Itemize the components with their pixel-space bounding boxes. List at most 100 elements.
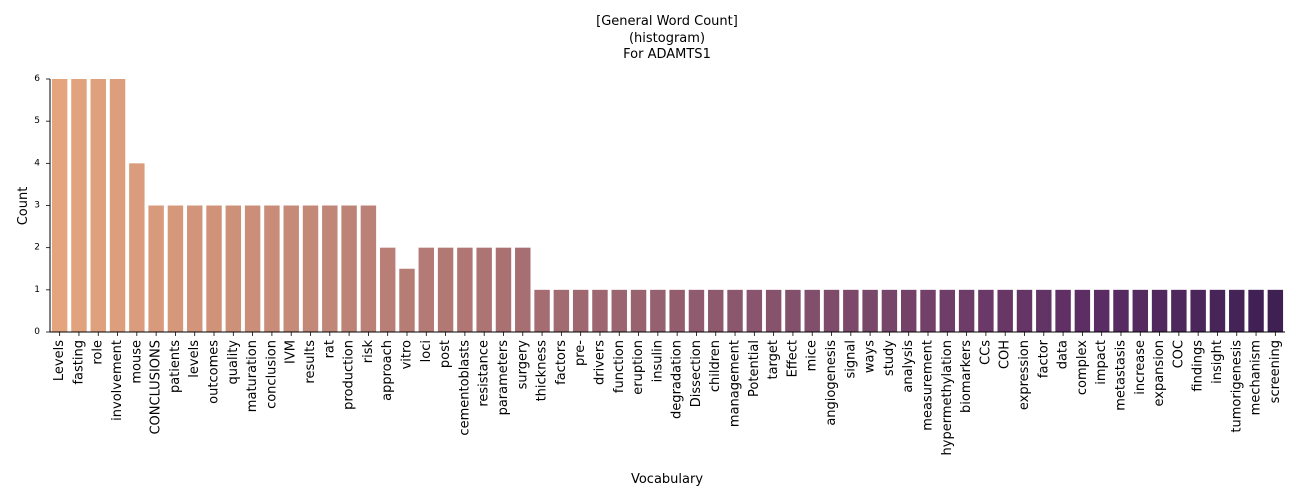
x-tick-label: COC — [1171, 340, 1186, 368]
x-tick-label: thickness — [535, 340, 550, 402]
bar-metastasis — [1113, 289, 1129, 332]
bar-analysis — [900, 289, 917, 332]
x-tick-label: measurement — [921, 340, 936, 431]
x-tick-label: findings — [1191, 340, 1206, 392]
bar-ivm — [283, 205, 299, 332]
bar-parameters — [495, 247, 512, 332]
bar-eruption — [630, 289, 647, 332]
bar-biomarkers — [958, 289, 975, 332]
bar-complex — [1074, 289, 1091, 332]
x-tick-label: cementoblasts — [457, 340, 472, 436]
x-tick-label: CCs — [978, 340, 993, 365]
x-tick-label: post — [438, 340, 453, 368]
x-tick-label: approach — [380, 340, 395, 401]
bar-levels — [51, 79, 68, 332]
bar-involvement — [109, 79, 126, 332]
y-tick-label: 2 — [34, 243, 40, 253]
x-tick-label: study — [882, 340, 897, 376]
bar-ccs — [978, 289, 994, 332]
x-tick-label: loci — [419, 340, 434, 362]
bar-expression — [1016, 289, 1033, 332]
bar-results — [302, 205, 319, 332]
bar-mechanism — [1248, 289, 1264, 332]
bar-increase — [1132, 289, 1148, 332]
x-tick-label: angiogenesis — [824, 340, 839, 426]
x-tick-label: biomarkers — [959, 340, 974, 413]
bar-children — [708, 289, 724, 332]
bar-study — [881, 289, 898, 332]
x-tick-label: drivers — [592, 340, 607, 385]
bar-post — [437, 247, 454, 332]
bar-data — [1055, 289, 1071, 332]
bar-risk — [360, 205, 377, 332]
x-tick-label: impact — [1094, 340, 1109, 385]
bar-role — [90, 79, 106, 332]
bar-potential — [746, 289, 763, 332]
bar-screening — [1267, 289, 1284, 332]
x-tick-label: Dissection — [689, 340, 704, 407]
x-tick-label: factor — [1036, 339, 1051, 378]
y-tick-label: 1 — [34, 285, 40, 295]
x-tick-label: surgery — [515, 340, 530, 390]
bar-insight — [1209, 289, 1226, 332]
x-tick-label: hypermethylation — [940, 340, 955, 455]
x-tick-label: outcomes — [207, 340, 222, 404]
x-tick-label: IVM — [284, 340, 299, 364]
x-tick-label: resistance — [477, 340, 492, 407]
x-tick-label: tumorigenesis — [1229, 340, 1244, 433]
x-tick-label: risk — [361, 340, 376, 364]
x-tick-label: ways — [863, 340, 878, 373]
x-tick-label: Effect — [785, 340, 800, 377]
bar-dissection — [688, 289, 705, 332]
x-tick-label: CONCLUSIONS — [149, 340, 164, 435]
bar-signal — [843, 289, 859, 332]
x-tick-label: factors — [554, 340, 569, 385]
bar-rat — [322, 205, 338, 332]
bar-factors — [553, 289, 570, 332]
bar-expansion — [1151, 289, 1168, 332]
bar-cementoblasts — [457, 247, 473, 332]
x-tick-label: conclusion — [264, 340, 279, 409]
x-tick-label: mechanism — [1249, 340, 1264, 415]
y-tick-label: 5 — [34, 116, 40, 126]
x-tick-label: vitro — [399, 340, 414, 369]
bar-conclusions — [148, 205, 164, 332]
bar-pre- — [572, 289, 589, 332]
chart-title: [General Word Count] (histogram) For ADA… — [596, 14, 738, 62]
bar-angiogenesis — [823, 289, 840, 332]
bar-patients — [167, 205, 184, 332]
bar-thickness — [534, 289, 550, 332]
x-tick-label: insulin — [650, 340, 665, 382]
x-tick-label: insight — [1210, 340, 1225, 384]
bar-mice — [804, 289, 820, 332]
x-tick-label: metastasis — [1113, 340, 1128, 411]
x-tick-label: role — [91, 340, 106, 365]
bar-tumorigenesis — [1229, 289, 1245, 332]
x-tick-label: levels — [187, 340, 202, 378]
x-tick-label: patients — [168, 340, 183, 393]
bar-approach — [379, 247, 396, 332]
x-tick-label: mice — [805, 340, 820, 371]
x-tick-label: results — [303, 340, 318, 384]
x-tick-label: involvement — [110, 340, 125, 421]
bar-resistance — [476, 247, 492, 332]
x-tick-label: quality — [226, 340, 241, 385]
y-tick-label: 0 — [34, 327, 40, 337]
y-axis-ticks: 0 1 2 3 4 5 6 — [34, 74, 50, 337]
bar-factor — [1036, 289, 1052, 332]
x-tick-label: Levels — [52, 340, 67, 381]
x-tick-label: COH — [998, 340, 1013, 369]
bars-group — [51, 79, 1284, 332]
bar-function — [611, 289, 627, 332]
bar-impact — [1093, 289, 1110, 332]
x-axis-ticks: Levels fasting role involvement mouse CONCLUS… — [52, 332, 1283, 455]
x-tick-label: increase — [1133, 340, 1148, 395]
x-tick-label: expression — [1017, 340, 1032, 410]
y-tick-label: 3 — [34, 201, 40, 211]
bar-outcomes — [206, 205, 222, 332]
bar-effect — [785, 289, 801, 332]
x-tick-label: function — [612, 340, 627, 393]
y-axis-label: Count — [16, 187, 31, 226]
bar-drivers — [592, 289, 608, 332]
